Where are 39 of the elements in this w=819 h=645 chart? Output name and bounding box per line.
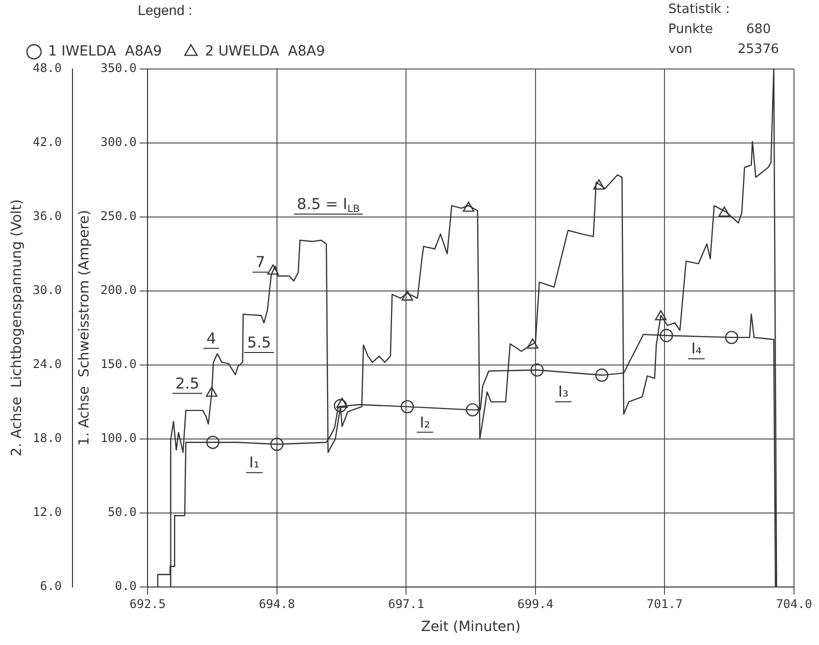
x-tick-label: 697.1 (388, 597, 424, 612)
y2-tick-label: 6.0 (40, 578, 62, 593)
y2-tick-label: 42.0 (32, 134, 62, 149)
annotation: I₃ (558, 382, 569, 401)
y-tick-label: 250.0 (100, 208, 137, 223)
annotation: I₄ (691, 340, 702, 358)
x-tick-label: 699.4 (517, 597, 554, 612)
x-tick-label: 701.7 (646, 597, 683, 612)
y2-axis-title: 2. Achse Lichtbogenspannung (Volt) (9, 199, 26, 456)
y-tick-label: 50.0 (108, 504, 137, 519)
y2-tick-label: 12.0 (32, 504, 62, 519)
annotation: I₁ (249, 454, 260, 472)
annotation: I₂ (420, 413, 430, 432)
text: Punkte 680 (668, 21, 772, 39)
text: Statistik : (668, 1, 731, 19)
annotation: 7 (256, 253, 266, 272)
x-tick-label: 704.0 (776, 597, 812, 612)
y-tick-label: 200.0 (100, 282, 137, 297)
y2-tick-label: 30.0 (32, 282, 62, 297)
y-tick-label: 350.0 (100, 60, 137, 75)
x-axis-title: Zeit (Minuten) (420, 619, 521, 636)
y-tick-label: 100.0 (100, 430, 137, 445)
y2-tick-label: 48.0 (32, 60, 62, 75)
y-tick-label: 150.0 (100, 356, 137, 371)
y2-tick-label: 36.0 (32, 208, 62, 223)
legend-title: Legend : (138, 2, 192, 18)
y2-tick-label: 24.0 (32, 356, 62, 371)
annotation: 4 (206, 329, 216, 348)
annotation: 2.5 (175, 374, 200, 392)
x-tick-label: 692.5 (130, 597, 166, 612)
y-tick-label: 300.0 (100, 134, 137, 149)
text: von 25376 (668, 41, 779, 59)
y-axis-title: 1. Achse Schweisstrom (Ampere) (76, 210, 93, 446)
y2-tick-label: 18.0 (32, 430, 62, 445)
x-tick-label: 694.8 (258, 597, 295, 612)
y-tick-label: 0.0 (114, 578, 137, 593)
annotation: 5.5 (247, 333, 272, 352)
legend-label: 2 UWELDA A8A9 (204, 43, 326, 60)
legend-label: 1 IWELDA A8A9 (48, 43, 162, 60)
